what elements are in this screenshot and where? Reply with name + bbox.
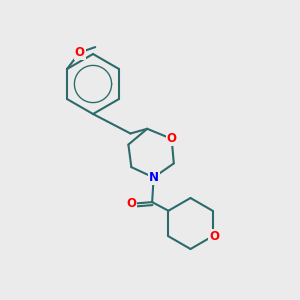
Text: O: O bbox=[167, 132, 177, 146]
Text: O: O bbox=[75, 46, 85, 59]
Text: N: N bbox=[148, 171, 159, 184]
Text: O: O bbox=[126, 197, 136, 210]
Text: O: O bbox=[209, 230, 219, 243]
